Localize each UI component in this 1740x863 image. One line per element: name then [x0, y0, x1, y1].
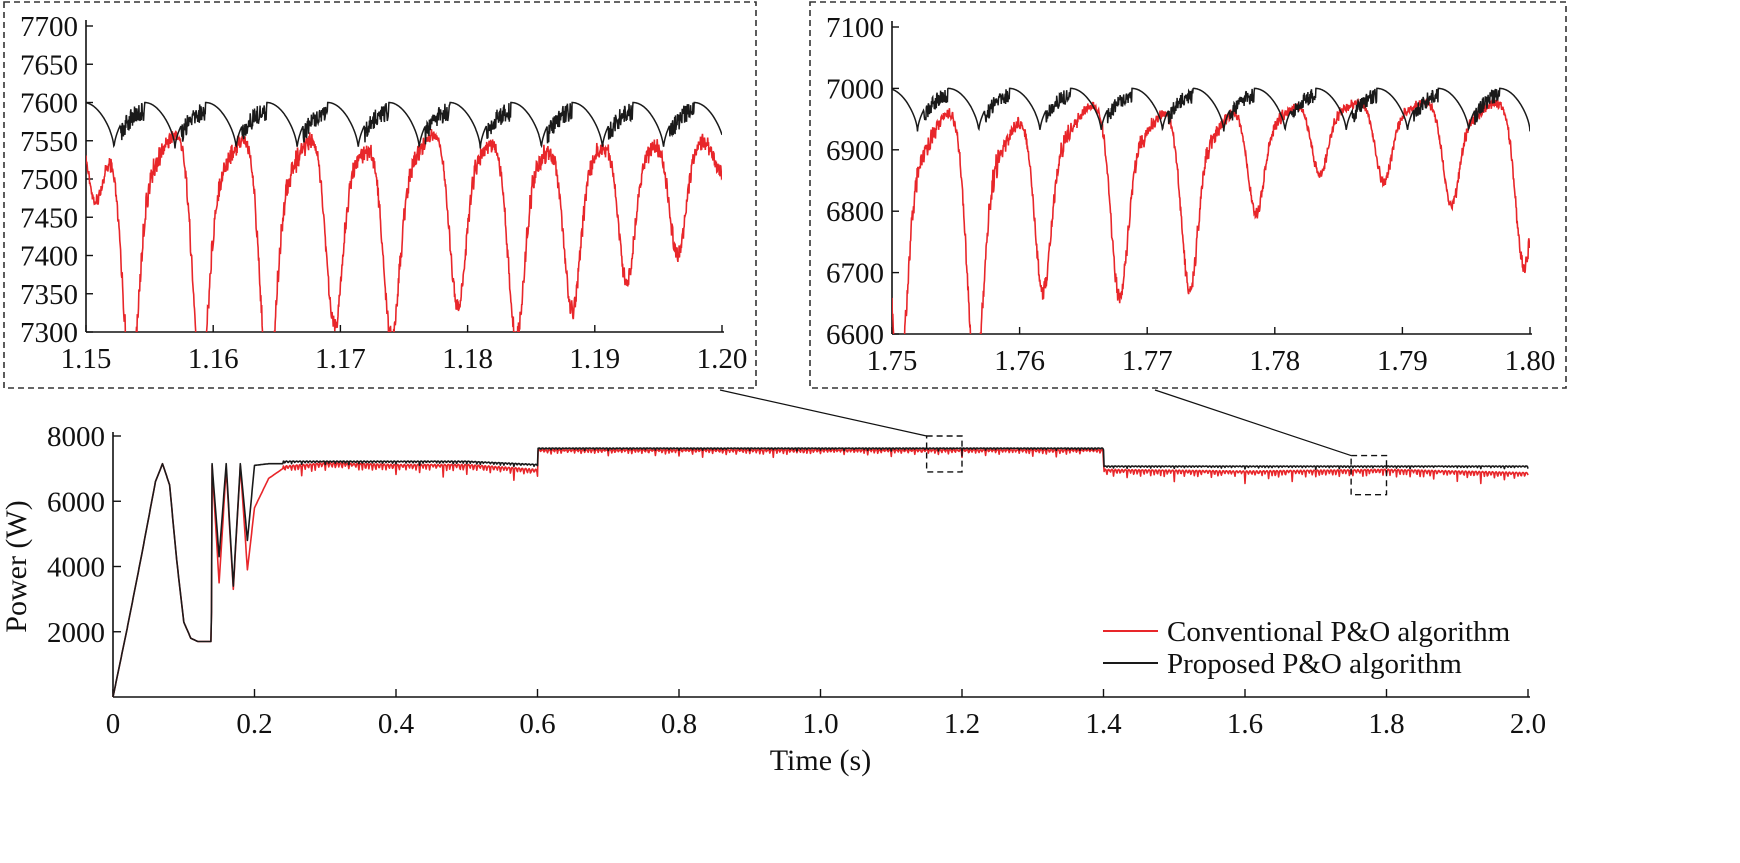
inset-x-tick-label: 1.79 — [1377, 345, 1428, 377]
inset-y-tick-label: 7450 — [20, 202, 78, 234]
inset-y-tick-label: 7650 — [20, 49, 78, 81]
x-tick-label: 0 — [106, 708, 121, 740]
inset-x-tick-label: 1.17 — [315, 343, 366, 375]
inset-y-tick-label: 6600 — [826, 319, 884, 351]
x-tick-label: 0.8 — [661, 708, 697, 740]
inset-y-tick-label: 6900 — [826, 135, 884, 167]
inset-y-tick-label: 7600 — [20, 88, 78, 120]
inset-y-tick-label: 7500 — [20, 164, 78, 196]
inset-x-tick-label: 1.78 — [1249, 345, 1300, 377]
inset-y-tick-label: 7100 — [826, 12, 884, 44]
x-tick-label: 1.0 — [802, 708, 838, 740]
inset-y-tick-label: 7400 — [20, 241, 78, 273]
inset-y-tick-label: 7000 — [826, 73, 884, 105]
main-series-line-proposed — [112, 447, 1529, 698]
inset-series-line-proposed — [86, 101, 722, 149]
x-tick-label: 1.6 — [1227, 708, 1263, 740]
inset-x-tick-label: 1.75 — [867, 345, 918, 377]
x-tick-label: 1.2 — [944, 708, 980, 740]
x-tick-label: 0.6 — [519, 708, 555, 740]
inset-x-tick-label: 1.77 — [1122, 345, 1173, 377]
inset-y-tick-label: 7300 — [20, 317, 78, 349]
legend-label-1: Conventional P&O algorithm — [1167, 616, 1511, 648]
x-tick-label: 0.4 — [378, 708, 415, 740]
x-axis-title: Time (s) — [770, 744, 871, 777]
inset-frame — [3, 1, 757, 389]
inset-x-tick-label: 1.20 — [697, 343, 748, 375]
legend-label-2: Proposed P&O algorithm — [1167, 648, 1462, 680]
y-tick-label: 6000 — [47, 486, 105, 518]
inset-x-tick-label: 1.80 — [1505, 345, 1556, 377]
zoom-leader-line-2 — [1154, 389, 1352, 457]
inset-x-tick-label: 1.18 — [442, 343, 493, 375]
inset-y-tick-label: 7350 — [20, 279, 78, 311]
zoom-box-1 — [925, 435, 963, 473]
inset-right-plot: 1.75 1.76 1.77 1.78 1.79 1.80 6600 6700 6800 6900… — [809, 1, 1567, 389]
inset-x-tick-label: 1.76 — [994, 345, 1045, 377]
inset-x-tick-label: 1.15 — [61, 343, 112, 375]
inset-y-tick-label: 7550 — [20, 126, 78, 158]
inset-y-tick-label: 7700 — [20, 11, 78, 43]
x-tick-label: 1.8 — [1368, 708, 1404, 740]
x-tick-label: 1.4 — [1085, 708, 1122, 740]
inset-frame — [809, 1, 1567, 389]
zoom-leader-line-1 — [719, 389, 927, 437]
y-axis-title: Power (W) — [0, 500, 33, 632]
inset-series-line-conventional — [86, 129, 722, 332]
x-tick-label: 0.2 — [236, 708, 272, 740]
main-series-group — [112, 447, 1529, 698]
main-plot: 0 0.2 0.4 0.6 0.8 1.0 1.2 1.4 1.6 1.8 2.0 2000 4000 6… — [0, 389, 1546, 777]
inset-y-tick-label: 6800 — [826, 196, 884, 228]
inset-series-line-conventional — [892, 98, 1530, 334]
inset-x-tick-label: 1.19 — [569, 343, 620, 375]
x-tick-label: 2.0 — [1510, 708, 1546, 740]
inset-x-tick-label: 1.16 — [188, 343, 239, 375]
main-series-line-conventional — [112, 448, 1529, 698]
inset-series-line-proposed — [892, 87, 1530, 132]
y-tick-label: 8000 — [47, 421, 105, 453]
inset-left-plot: 1.15 1.16 1.17 1.18 1.19 1.20 7300 7350 7400 7450… — [3, 1, 757, 389]
inset-y-tick-label: 6700 — [826, 258, 884, 290]
zoom-box-2 — [1350, 454, 1388, 496]
y-tick-label: 2000 — [47, 617, 105, 649]
y-tick-label: 4000 — [47, 552, 105, 584]
